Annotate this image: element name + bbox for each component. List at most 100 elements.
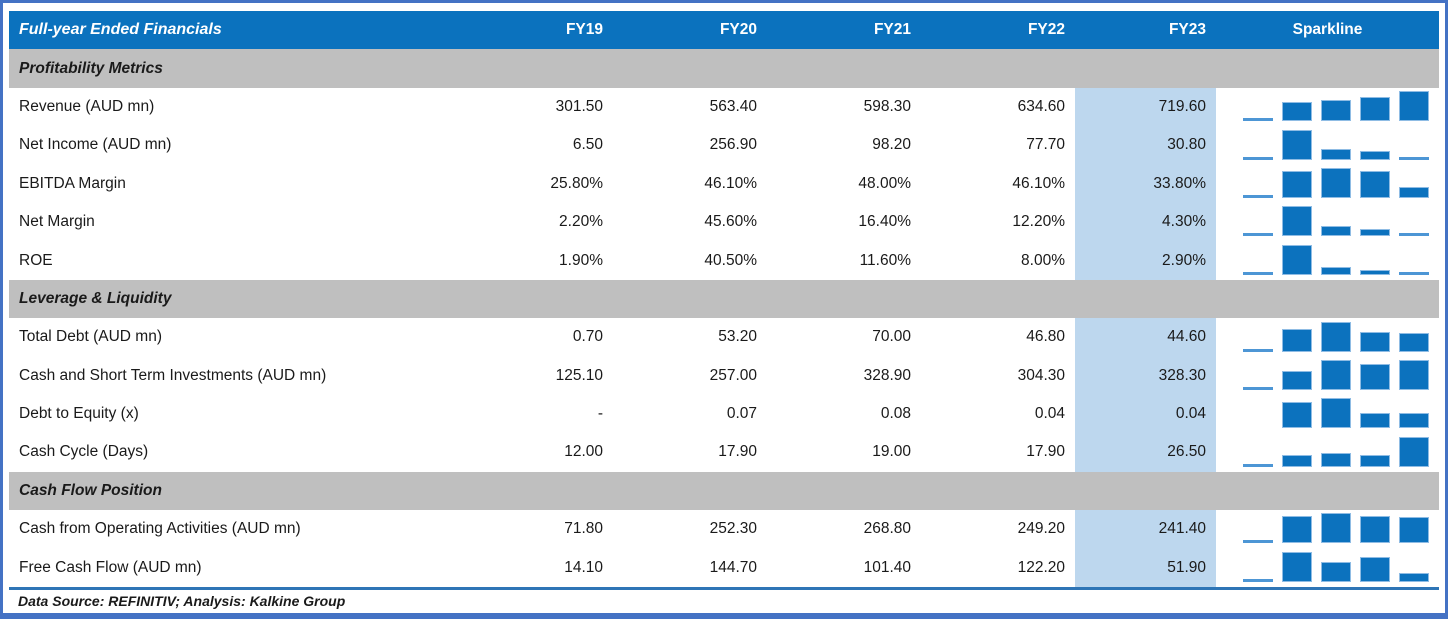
sparkline-min-bar [1243, 156, 1273, 160]
value-cell-fy19: 12.00 [564, 443, 603, 461]
value-cell-fy23: 241.40 [1075, 510, 1216, 549]
value-cell-fy22: 17.90 [1026, 443, 1065, 461]
sparkline-bar [1321, 266, 1351, 275]
value-cell-fy19: 71.80 [564, 520, 603, 538]
sparkline-bar [1321, 359, 1351, 390]
value-cell-fy19: 301.50 [555, 97, 603, 115]
value-cell-fy21: 11.60% [859, 251, 911, 269]
table-row: Net Income (AUD mn) 6.50 256.90 98.20 77.70 3… [9, 126, 1439, 165]
value-cell-fy20: 252.30 [709, 520, 757, 538]
value-cell-fy20: 17.90 [718, 443, 757, 461]
sparkline-min-bar [1243, 118, 1273, 122]
section-header: Profitability Metrics [9, 49, 1439, 88]
sparkline-bar [1321, 226, 1351, 237]
table-row: Revenue (AUD mn) 301.50 563.40 598.30 634.60… [9, 87, 1439, 127]
value-cell-fy21: 98.20 [872, 136, 911, 154]
row-label: Net Margin [19, 213, 95, 231]
sparkline [1216, 357, 1439, 395]
value-cell-fy23: 328.30 [1075, 356, 1216, 395]
value-cell-fy22: 0.04 [1034, 405, 1065, 423]
sparkline-bar [1282, 402, 1312, 429]
table-row: Free Cash Flow (AUD mn) 14.10 144.70 101.40… [9, 548, 1439, 587]
value-cell-fy21: 16.40% [858, 213, 911, 231]
table-title: Full-year Ended Financials [19, 21, 222, 39]
sparkline-bar [1360, 413, 1390, 429]
sparkline-bar [1399, 413, 1429, 429]
sparkline-bar [1399, 91, 1429, 122]
sparkline-bar [1360, 454, 1390, 467]
value-cell-fy19: 0.70 [572, 328, 603, 346]
value-cell-fy21: 268.80 [863, 520, 911, 538]
sparkline-bar [1321, 513, 1351, 544]
sparkline-bar [1321, 452, 1351, 467]
sparkline-bar [1399, 332, 1429, 352]
value-cell-fy23: 44.60 [1075, 318, 1216, 357]
row-label: Cash from Operating Activities (AUD mn) [19, 520, 301, 538]
sparkline-bar [1399, 359, 1429, 390]
value-cell-fy20: 53.20 [718, 328, 757, 346]
table-row: Net Margin 2.20% 45.60% 16.40% 12.20% 4.30% [9, 202, 1439, 242]
value-cell-fy20: 257.00 [709, 366, 757, 384]
row-label: Debt to Equity (x) [19, 405, 139, 423]
table-row: Cash from Operating Activities (AUD mn) 7… [9, 510, 1439, 549]
value-cell-fy21: 328.90 [863, 366, 911, 384]
value-cell-fy20: 256.90 [709, 136, 757, 154]
sparkline [1216, 241, 1439, 279]
value-cell-fy20: 40.50% [704, 251, 757, 269]
table-row: Cash Cycle (Days) 12.00 17.90 19.00 17.90 26.… [9, 433, 1439, 472]
sparkline-bar [1321, 398, 1351, 429]
value-cell-fy21: 0.08 [880, 405, 911, 423]
value-cell-fy22: 122.20 [1017, 558, 1065, 576]
sparkline [1216, 88, 1439, 126]
table-row: ROE 1.90% 40.50% 11.60% 8.00% 2.90% [9, 241, 1439, 280]
value-cell-fy23: 719.60 [1075, 87, 1216, 127]
sparkline-bar [1360, 150, 1390, 160]
value-cell-fy23: 51.90 [1075, 548, 1216, 587]
section-header: Leverage & Liquidity [9, 279, 1439, 319]
sparkline-bar [1282, 206, 1312, 237]
sparkline-min-bar [1243, 271, 1273, 275]
column-header-fy23: FY23 [1168, 21, 1206, 39]
sparkline-min-bar [1243, 540, 1273, 544]
value-cell-fy22: 304.30 [1017, 366, 1065, 384]
sparkline-bar [1321, 148, 1351, 160]
row-label: Cash Cycle (Days) [19, 443, 149, 461]
sparkline [1216, 126, 1439, 164]
value-cell-fy22: 8.00% [1021, 251, 1065, 269]
value-cell-fy19: 25.80% [550, 174, 603, 192]
sparkline-bar [1282, 454, 1312, 467]
value-cell-fy19: 125.10 [555, 366, 603, 384]
sparkline [1216, 433, 1439, 471]
row-label: Net Income (AUD mn) [19, 136, 172, 154]
sparkline-bar [1360, 170, 1390, 198]
value-cell-fy19: 6.50 [572, 136, 603, 154]
value-cell-fy23: 0.04 [1075, 394, 1216, 434]
sparkline [1216, 548, 1439, 586]
table-row: Total Debt (AUD mn) 0.70 53.20 70.00 46.80 44… [9, 318, 1439, 357]
sparkline-bar [1360, 556, 1390, 582]
sparkline-min-bar [1399, 156, 1429, 160]
sparkline-min-bar [1243, 194, 1273, 198]
sparkline-min-bar [1243, 348, 1273, 352]
column-header-fy22: FY22 [1027, 21, 1065, 39]
value-cell-fy23: 2.90% [1075, 241, 1216, 280]
footer-divider [9, 586, 1439, 590]
table-row: Cash and Short Term Investments (AUD mn)… [9, 356, 1439, 395]
sparkline-bar [1399, 186, 1429, 198]
sparkline-bar [1321, 561, 1351, 582]
value-cell-fy19: 14.10 [564, 558, 603, 576]
sparkline-bar [1321, 167, 1351, 198]
sparkline-bar [1360, 229, 1390, 237]
sparkline-bar [1321, 321, 1351, 352]
row-label: ROE [19, 251, 53, 269]
value-cell-fy23: 4.30% [1075, 202, 1216, 242]
column-header-fy21: FY21 [873, 21, 911, 39]
sparkline [1216, 318, 1439, 356]
sparkline-bar [1360, 269, 1390, 275]
value-cell-fy22: 12.20% [1012, 213, 1065, 231]
sparkline-bar [1282, 516, 1312, 544]
value-cell-fy21: 19.00 [872, 443, 911, 461]
sparkline-bar [1360, 97, 1390, 122]
section-header: Cash Flow Position [9, 471, 1439, 511]
